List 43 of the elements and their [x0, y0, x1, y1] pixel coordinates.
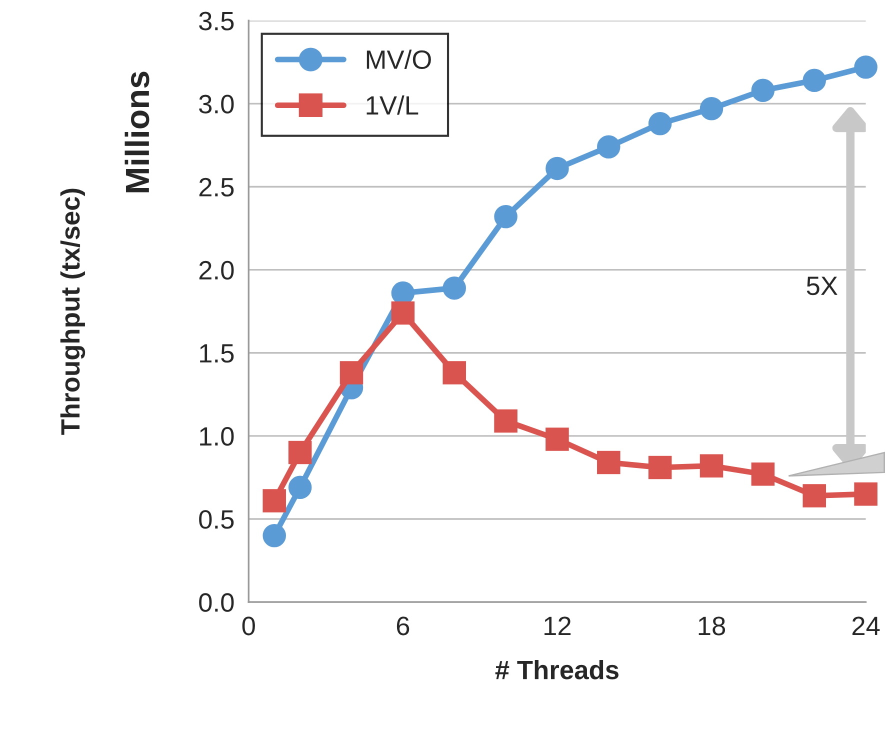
x-tick-label: 24	[852, 616, 880, 636]
point	[597, 450, 620, 474]
point	[597, 135, 620, 158]
point	[340, 361, 364, 384]
point	[648, 112, 672, 136]
y-tick-label: 1.0	[200, 427, 234, 446]
x-tick-label: 6	[396, 616, 410, 636]
y-tick-label: 0.0	[199, 593, 234, 612]
point	[288, 440, 312, 464]
point	[442, 361, 466, 384]
point	[262, 489, 286, 512]
point	[700, 454, 724, 478]
text: Millions	[124, 72, 150, 192]
y-tick-label: 3.0	[199, 94, 234, 114]
point	[802, 68, 826, 92]
x-tick-label: 12	[544, 616, 571, 636]
y-tick-label: 0.5	[199, 510, 234, 529]
point	[751, 462, 775, 486]
x-tick-label: 18	[698, 616, 726, 636]
point	[751, 78, 775, 102]
y-tick-label: 3.5	[199, 12, 234, 30]
point	[854, 55, 878, 79]
x-axis-title: # Threads	[495, 660, 618, 680]
point	[802, 484, 826, 508]
point	[546, 156, 569, 180]
annotation: 5X	[806, 276, 838, 296]
y-tick-label: 2.5	[199, 178, 234, 197]
x-tick-label: 0	[242, 616, 255, 636]
y-tick-label: 1.5	[200, 344, 234, 363]
y-axis-title: Throughput (tx/sec)	[60, 188, 86, 435]
point	[442, 276, 466, 300]
point	[262, 524, 286, 548]
point	[494, 409, 518, 433]
point	[546, 428, 569, 451]
y-tick-label: 2.0	[199, 260, 234, 280]
point	[648, 456, 672, 480]
legend-label: 1V/L	[366, 95, 418, 115]
point	[700, 97, 724, 120]
point	[288, 476, 312, 500]
point	[494, 205, 518, 228]
point	[391, 301, 415, 325]
point	[854, 482, 878, 506]
legend-label: MV/O	[366, 50, 431, 70]
